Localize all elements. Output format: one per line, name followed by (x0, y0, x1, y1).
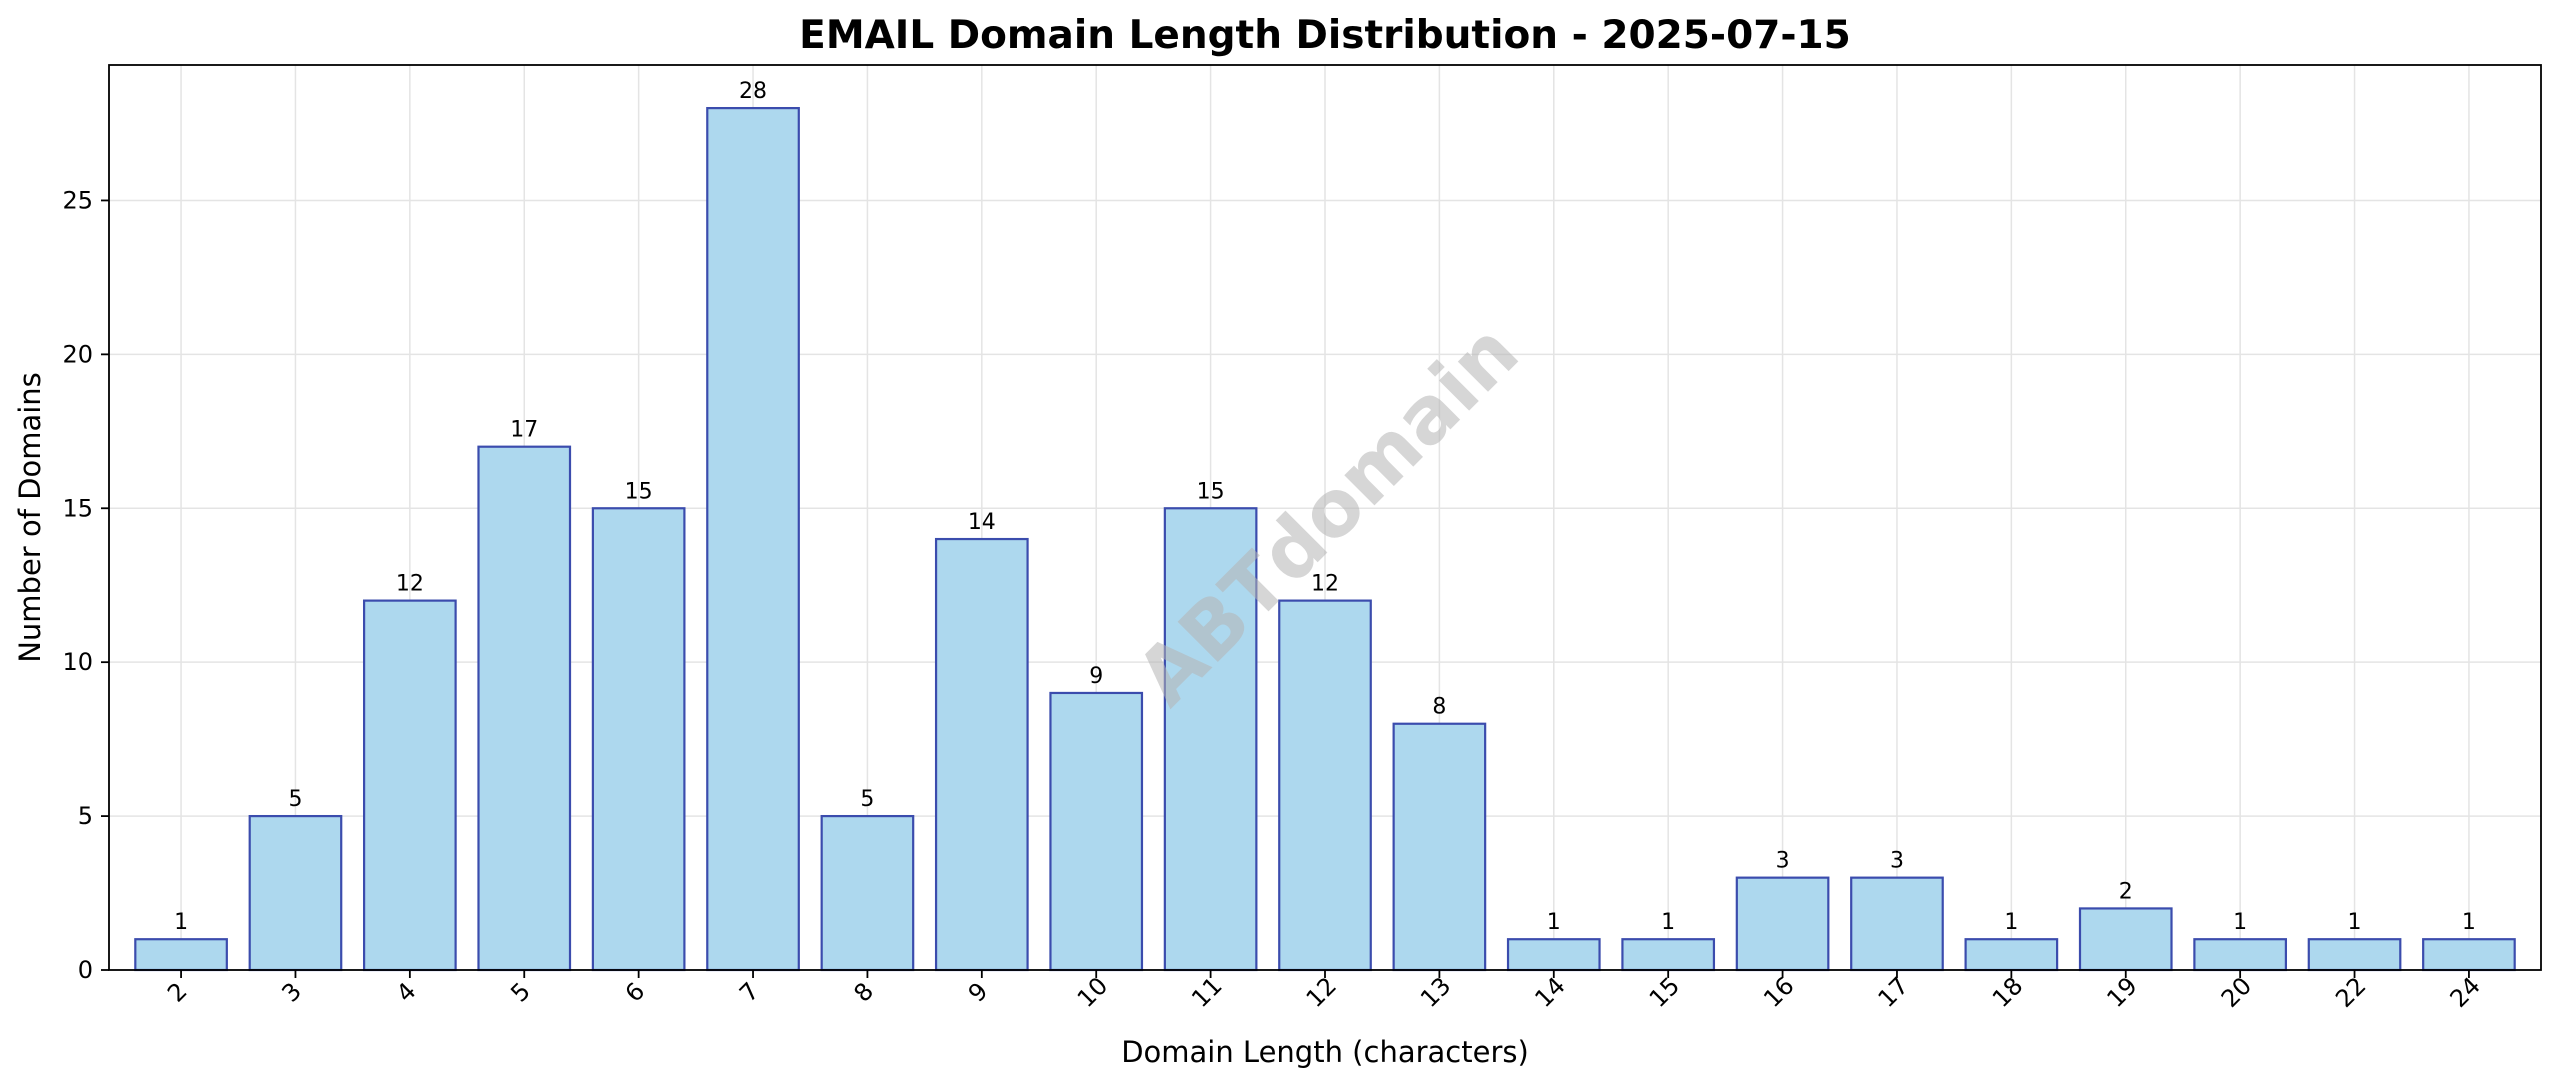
x-tick-label: 19 (2101, 972, 2142, 1013)
bar-17 (1850, 876, 1944, 972)
bar-3 (248, 814, 343, 972)
x-tick-label: 16 (1758, 972, 1799, 1013)
y-tick-label: 0 (78, 956, 93, 984)
x-tick-label: 15 (1644, 972, 1685, 1013)
y-axis-label: Number of Domains (13, 372, 47, 663)
data-label-19: 2 (2119, 879, 2133, 904)
data-label-5: 17 (510, 418, 538, 443)
x-tick-label: 3 (277, 977, 308, 1008)
data-label-7: 28 (739, 79, 767, 104)
x-tick-label: 22 (2330, 972, 2371, 1013)
data-label-18: 1 (2004, 910, 2018, 935)
bar-10 (1049, 691, 1144, 972)
bar-24 (2422, 938, 2516, 972)
data-label-11: 15 (1197, 479, 1225, 504)
x-tick-label: 17 (1873, 972, 1914, 1013)
bar-13 (1392, 722, 1487, 972)
x-axis-label: Domain Length (characters) (1121, 1035, 1529, 1069)
y-tick-label: 10 (62, 648, 93, 676)
data-label-4: 12 (396, 572, 424, 597)
bar-16 (1735, 876, 1830, 972)
bar-7 (706, 106, 800, 972)
bar-19 (2078, 907, 2173, 972)
x-tick-label: 5 (505, 977, 536, 1008)
data-label-3: 5 (288, 787, 302, 812)
bar-15 (1621, 938, 1716, 972)
bar-2 (134, 938, 228, 972)
x-tick-label: 9 (963, 977, 994, 1008)
data-label-17: 3 (1890, 849, 1904, 874)
x-tick-label: 11 (1186, 972, 1227, 1013)
x-tick-label: 7 (734, 977, 765, 1008)
data-label-9: 14 (968, 510, 996, 535)
bar-6 (591, 507, 686, 972)
data-label-10: 9 (1089, 664, 1103, 689)
bar-22 (2307, 938, 2402, 972)
x-tick-label: 4 (391, 977, 422, 1008)
chart-title: EMAIL Domain Length Distribution - 2025-… (799, 13, 1851, 58)
x-tick-label: 12 (1301, 972, 1342, 1013)
bar-8 (820, 814, 915, 972)
data-label-12: 12 (1311, 572, 1339, 597)
y-tick-label: 25 (62, 186, 93, 214)
x-tick-label: 6 (620, 977, 651, 1008)
data-label-16: 3 (1776, 849, 1790, 874)
x-tick-label: 10 (1072, 972, 1113, 1013)
x-tick-label: 2 (162, 977, 193, 1008)
x-tick-label: 18 (1987, 972, 2028, 1013)
data-label-14: 1 (1547, 910, 1561, 935)
data-label-22: 1 (2348, 910, 2362, 935)
bar-9 (934, 537, 1029, 972)
data-label-20: 1 (2233, 910, 2247, 935)
bar-12 (1278, 599, 1372, 972)
bars (134, 106, 2516, 972)
data-label-15: 1 (1661, 910, 1675, 935)
bar-5 (477, 445, 572, 972)
x-tick-label: 8 (848, 977, 879, 1008)
y-tick-label: 20 (62, 340, 93, 368)
data-label-8: 5 (860, 787, 874, 812)
x-tick-label: 13 (1415, 972, 1456, 1013)
bar-14 (1506, 938, 1601, 972)
data-label-2: 1 (174, 910, 188, 935)
x-tick-label: 20 (2216, 972, 2257, 1013)
data-label-6: 15 (625, 479, 653, 504)
bar-18 (1964, 938, 2059, 972)
data-label-24: 1 (2462, 910, 2476, 935)
bar-4 (362, 599, 457, 972)
x-tick-label: 24 (2445, 972, 2486, 1013)
y-tick-label: 5 (78, 802, 93, 830)
y-tick-label: 15 (62, 494, 93, 522)
bar-20 (2193, 938, 2288, 972)
data-label-13: 8 (1432, 695, 1446, 720)
x-tick-label: 14 (1529, 972, 1570, 1013)
